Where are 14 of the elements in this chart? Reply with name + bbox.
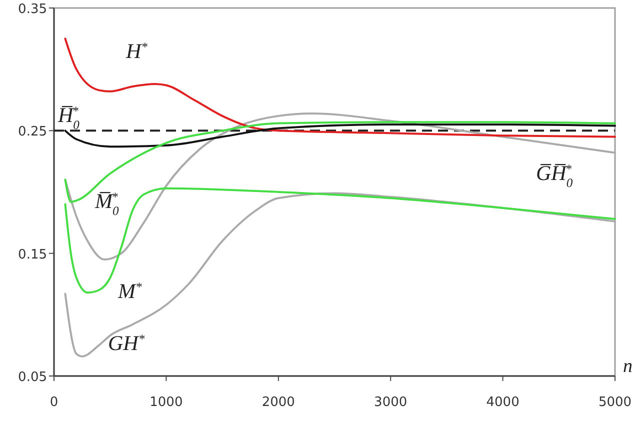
series-label: H$^{*}$ xyxy=(125,39,148,63)
series-label: GH$^{*}$ xyxy=(108,331,146,355)
y-tick-label: 0.15 xyxy=(18,247,47,262)
x-tick-label: 1000 xyxy=(150,395,183,410)
x-tick-label: 3000 xyxy=(374,395,408,410)
x-tick-label: 2000 xyxy=(262,395,295,410)
series-label: M$^{*}$ xyxy=(117,279,142,303)
y-tick-label: 0.05 xyxy=(18,370,47,385)
y-tick-label: 0.35 xyxy=(18,2,47,17)
x-tick-label: 4000 xyxy=(486,395,520,410)
x-tick-label: 5000 xyxy=(598,395,632,410)
y-tick-label: 0.25 xyxy=(18,124,47,140)
x-axis-title: n xyxy=(623,356,632,377)
x-tick-label: 0 xyxy=(50,395,58,410)
